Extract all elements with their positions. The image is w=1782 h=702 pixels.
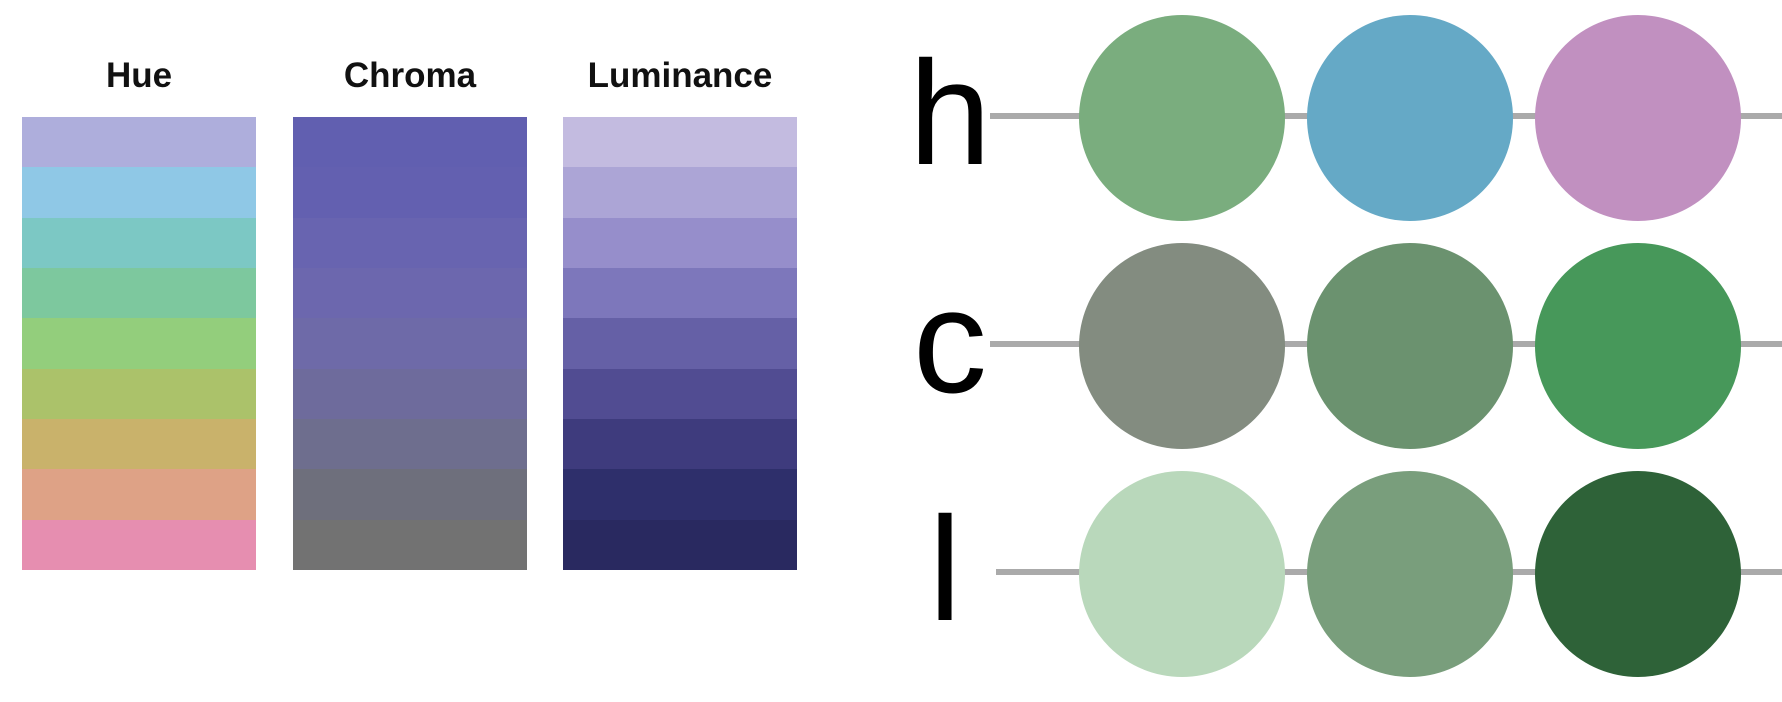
color-swatch xyxy=(22,519,256,570)
color-swatch xyxy=(293,418,527,470)
row-letter-c: c xyxy=(913,259,987,424)
color-swatch xyxy=(293,469,527,520)
color-swatch xyxy=(563,167,797,218)
circle xyxy=(1307,243,1513,449)
color-swatch xyxy=(293,167,527,218)
color-swatch xyxy=(22,318,256,369)
circle xyxy=(1307,471,1513,677)
color-swatch xyxy=(293,318,527,369)
luminance-palette xyxy=(563,117,797,570)
color-swatch xyxy=(22,469,256,520)
color-swatch xyxy=(22,167,256,218)
color-swatch xyxy=(293,217,527,268)
color-swatch xyxy=(563,117,797,168)
circle xyxy=(1079,243,1285,449)
color-swatch xyxy=(293,267,527,319)
row-letter-l: l xyxy=(928,487,962,652)
circle xyxy=(1535,15,1741,221)
color-swatch xyxy=(563,519,797,570)
color-swatch xyxy=(563,418,797,470)
circle xyxy=(1307,15,1513,221)
circle xyxy=(1535,243,1741,449)
chroma-title: Chroma xyxy=(343,56,477,95)
color-swatch xyxy=(22,267,256,319)
row-letter-h: h xyxy=(908,31,992,196)
color-swatch xyxy=(563,318,797,369)
color-swatch xyxy=(563,217,797,268)
hue-title: Hue xyxy=(105,56,173,95)
color-swatch xyxy=(22,368,256,419)
color-swatch xyxy=(563,469,797,520)
color-swatch xyxy=(563,368,797,419)
color-swatch xyxy=(22,418,256,470)
chroma-palette xyxy=(293,117,527,570)
luminance-title: Luminance xyxy=(587,56,773,95)
circle xyxy=(1079,471,1285,677)
hue-palette xyxy=(22,117,256,570)
color-swatch xyxy=(563,267,797,319)
circle xyxy=(1535,471,1741,677)
color-swatch xyxy=(293,368,527,419)
color-swatch xyxy=(293,117,527,168)
circle xyxy=(1079,15,1285,221)
color-swatch xyxy=(22,117,256,168)
color-swatch xyxy=(22,217,256,268)
color-swatch xyxy=(293,519,527,570)
